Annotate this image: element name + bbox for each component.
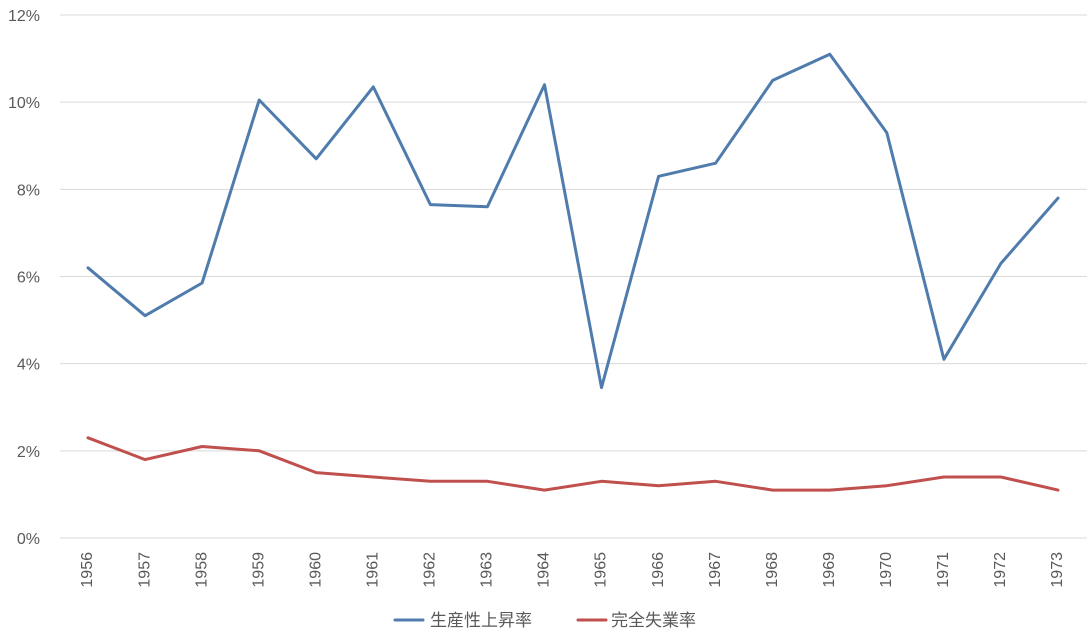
y-tick-label: 0% (17, 531, 40, 548)
legend-label: 完全失業率 (611, 611, 696, 631)
y-tick-label: 6% (17, 270, 40, 287)
x-tick-label: 1965 (593, 552, 610, 588)
x-tick-label: 1972 (992, 552, 1009, 588)
series-line-unemployment (86, 436, 1060, 492)
y-tick-label: 12% (8, 8, 40, 25)
x-tick-label: 1973 (1049, 552, 1066, 588)
x-tick-label: 1968 (764, 552, 781, 588)
x-tick-label: 1969 (821, 552, 838, 588)
series-lines (86, 52, 1060, 492)
x-tick-label: 1970 (878, 552, 895, 588)
y-tick-label: 10% (8, 95, 40, 112)
x-axis-labels: 1956 1957 1958 1959 1960 1961 1962 1963 1964 1965… (79, 552, 1066, 588)
legend: 生産性上昇率 完全失業率 (393, 611, 696, 631)
series-line-productivity (86, 52, 1060, 390)
x-tick-label: 1956 (79, 552, 96, 588)
y-axis-labels: 0% 2% 4% 6% 8% 10% 12% (8, 8, 40, 548)
y-tick-label: 2% (17, 444, 40, 461)
x-tick-label: 1960 (307, 552, 324, 588)
x-tick-label: 1963 (479, 552, 496, 588)
x-tick-label: 1971 (935, 552, 952, 588)
x-tick-label: 1958 (193, 552, 210, 588)
y-tick-label: 4% (17, 357, 40, 374)
x-tick-label: 1959 (250, 552, 267, 588)
grid (60, 14, 1087, 539)
legend-label: 生産性上昇率 (430, 611, 532, 631)
x-tick-label: 1957 (136, 552, 153, 588)
x-tick-label: 1964 (536, 552, 553, 588)
x-tick-label: 1962 (422, 552, 439, 588)
y-tick-label: 8% (17, 182, 40, 199)
x-tick-label: 1961 (365, 552, 382, 588)
x-tick-label: 1966 (650, 552, 667, 588)
x-tick-label: 1967 (707, 552, 724, 588)
